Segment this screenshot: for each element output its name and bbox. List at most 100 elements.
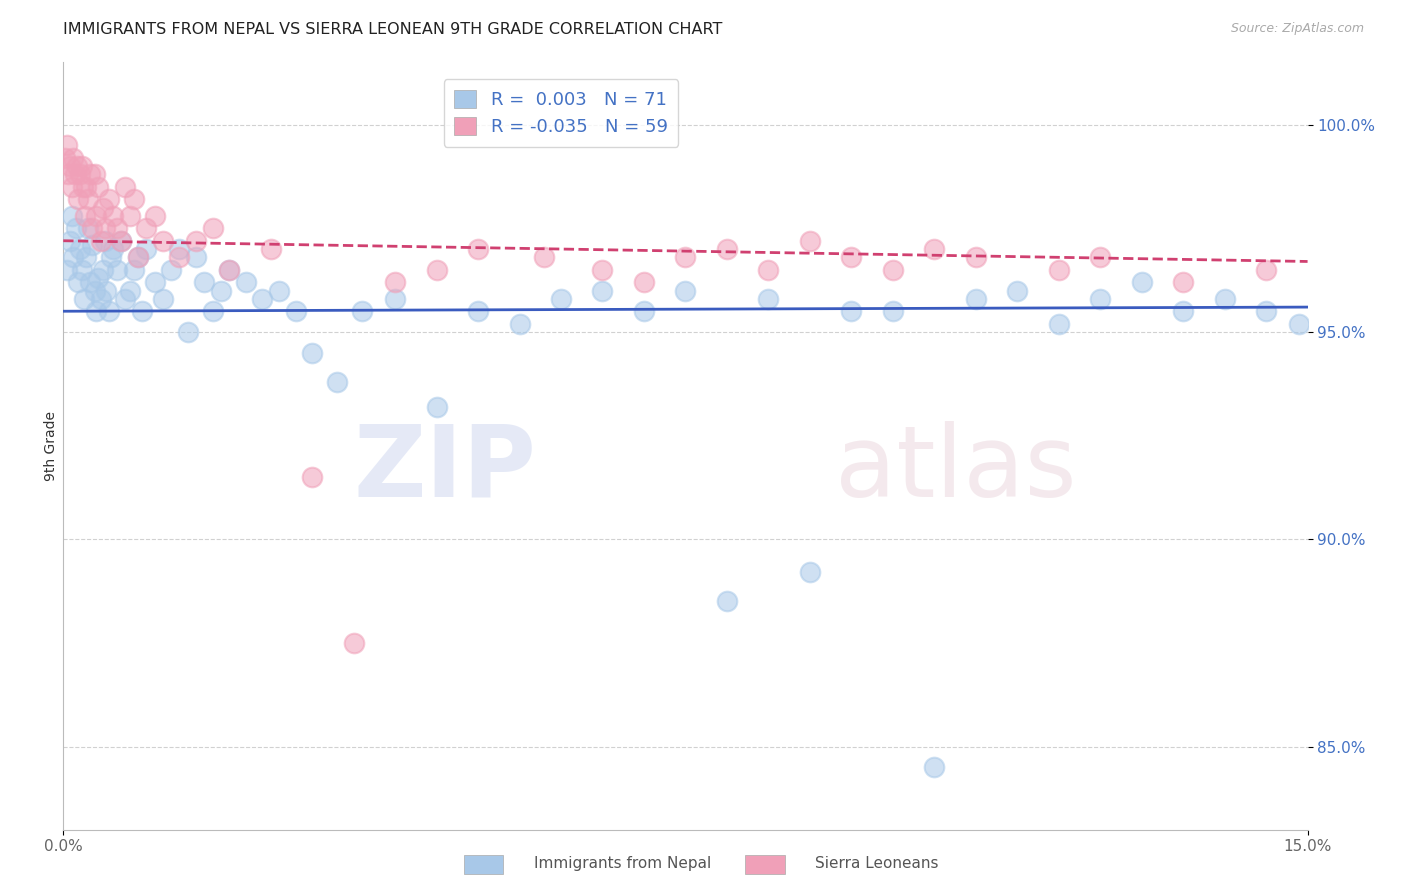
Point (201, 221, 224, 235)
Point (82, 238, 104, 252)
Point (91, 201, 114, 215)
Point (1090, 292, 1112, 306)
Point (135, 221, 157, 235)
Point (675, 284, 697, 298)
Point (965, 250, 987, 264)
Point (62, 151, 84, 165)
Point (343, 636, 366, 650)
Point (55, 138, 77, 153)
Point (1256, 262, 1278, 277)
Point (56, 262, 79, 277)
Point (1173, 275, 1195, 289)
Point (169, 242, 191, 256)
Point (86, 209, 108, 223)
Point (924, 242, 946, 256)
Point (60, 179, 83, 194)
Point (72, 179, 94, 194)
Point (105, 262, 128, 277)
Point (73, 292, 96, 306)
Point (67, 192, 90, 206)
Point (716, 594, 738, 608)
Point (90, 292, 112, 306)
Point (326, 375, 349, 389)
Point (218, 262, 240, 277)
Point (425, 262, 447, 277)
Point (550, 292, 572, 306)
Point (284, 304, 307, 318)
Point (160, 262, 183, 277)
Point (716, 242, 738, 256)
Text: atlas: atlas (835, 420, 1077, 517)
Point (882, 304, 904, 318)
Point (218, 262, 240, 277)
Point (467, 304, 489, 318)
Point (101, 209, 124, 223)
Point (114, 292, 136, 306)
Point (143, 275, 166, 289)
Point (209, 284, 232, 298)
Point (110, 234, 132, 248)
Point (105, 221, 128, 235)
Point (301, 470, 323, 484)
Point (67, 275, 90, 289)
Point (799, 234, 821, 248)
Point (60, 209, 83, 223)
Text: Sierra Leoneans: Sierra Leoneans (815, 856, 939, 871)
Point (425, 400, 447, 414)
Point (70, 159, 93, 173)
Point (122, 262, 145, 277)
Point (965, 292, 987, 306)
Point (93, 234, 115, 248)
Point (82, 221, 104, 235)
Point (70, 262, 93, 277)
Point (592, 284, 614, 298)
Point (1288, 317, 1310, 331)
Point (756, 262, 779, 277)
Point (63, 168, 86, 182)
Point (118, 284, 141, 298)
Point (633, 304, 655, 318)
Text: IMMIGRANTS FROM NEPAL VS SIERRA LEONEAN 9TH GRADE CORRELATION CHART: IMMIGRANTS FROM NEPAL VS SIERRA LEONEAN … (63, 22, 723, 37)
Point (184, 250, 207, 264)
Point (76, 179, 98, 194)
Point (841, 304, 863, 318)
Point (97, 192, 120, 206)
Point (96, 284, 118, 298)
Point (1256, 304, 1278, 318)
Point (87, 271, 110, 285)
Point (131, 304, 153, 318)
Point (152, 292, 174, 306)
Point (53, 151, 76, 165)
Point (83, 168, 105, 182)
Point (592, 262, 614, 277)
Point (87, 179, 110, 194)
Point (65, 221, 87, 235)
Point (86, 304, 108, 318)
Point (1047, 317, 1070, 331)
Point (118, 209, 141, 223)
Point (77, 221, 100, 235)
Point (384, 275, 406, 289)
Point (509, 317, 531, 331)
Point (69, 168, 91, 182)
Point (59, 234, 82, 248)
Text: Source: ZipAtlas.com: Source: ZipAtlas.com (1230, 22, 1364, 36)
Point (110, 234, 132, 248)
Point (675, 250, 697, 264)
Point (193, 275, 215, 289)
Point (65, 159, 87, 173)
Point (97, 304, 120, 318)
Point (260, 242, 283, 256)
Point (252, 292, 274, 306)
Text: ZIP: ZIP (353, 420, 536, 517)
Point (177, 325, 200, 339)
Point (1213, 292, 1236, 306)
Point (152, 234, 174, 248)
Point (267, 284, 290, 298)
Point (114, 179, 136, 194)
Point (79, 275, 101, 289)
Point (1130, 275, 1153, 289)
Point (58, 168, 80, 182)
Point (350, 304, 373, 318)
Point (633, 275, 655, 289)
